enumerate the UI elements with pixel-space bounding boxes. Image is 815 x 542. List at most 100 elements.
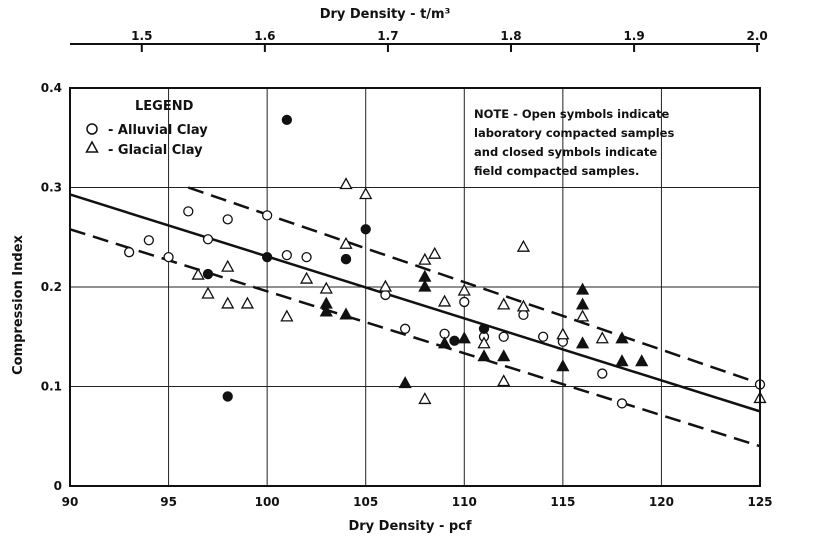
closed-circle-point — [478, 323, 490, 334]
open-triangle-point — [359, 187, 373, 200]
legend-title: LEGEND — [135, 99, 194, 114]
open-triangle-point — [280, 309, 294, 322]
open-triangle-point — [339, 236, 353, 249]
open-triangle-point — [497, 297, 511, 310]
closed-triangle-point — [398, 376, 412, 389]
open-circle-point — [399, 323, 411, 334]
data-points — [123, 114, 767, 409]
legend: LEGEND - Alluvial Clay - Glacial Clay — [85, 99, 208, 158]
open-triangle-point — [418, 392, 432, 405]
open-triangle-point — [516, 239, 531, 252]
closed-circle-point — [340, 253, 352, 265]
open-circle-point — [143, 235, 155, 246]
closed-triangle-point — [418, 279, 432, 292]
closed-triangle-point — [575, 297, 590, 310]
note-line-3: and closed symbols indicate — [474, 145, 657, 159]
open-triangle-point — [191, 267, 205, 280]
note-line-2: laboratory compacted samples — [474, 126, 674, 140]
open-triangle-point — [595, 331, 609, 344]
open-triangle-point — [201, 286, 215, 299]
closed-circle-point — [261, 251, 273, 263]
closed-circle-point — [222, 391, 233, 402]
open-circle-point — [616, 398, 628, 409]
open-circle-point — [380, 289, 391, 301]
open-circle-point — [498, 331, 509, 342]
y-tick-label: 0.1 — [41, 380, 62, 394]
open-circle-point — [518, 309, 529, 321]
open-triangle-point — [240, 296, 255, 309]
note: NOTE - Open symbols indicate laboratory … — [474, 107, 674, 178]
top-tick-label: 1.8 — [500, 29, 521, 43]
x-axis-title: Dry Density - pcf — [348, 519, 471, 534]
open-triangle-point — [556, 327, 570, 340]
open-circle-point — [183, 206, 194, 217]
x-tick-label: 110 — [452, 495, 477, 509]
open-triangle-point — [339, 177, 353, 190]
tick-labels: 90 95 100 105 110 115 120 125 0 0.1 0.2 0.3 0.4 1.5 1.… — [41, 29, 773, 509]
legend-label-alluvial: - Alluvial Clay — [108, 123, 208, 138]
open-circle-point — [537, 331, 549, 342]
open-circle-point — [281, 250, 293, 261]
x-tick-label: 125 — [747, 495, 772, 509]
open-circle-point — [459, 296, 470, 308]
x-tick-label: 105 — [353, 495, 378, 509]
open-triangle-point — [516, 299, 531, 312]
open-triangle-point — [437, 294, 452, 307]
plot-frame — [69, 87, 761, 487]
legend-triangle-icon — [85, 140, 99, 153]
y-tick-label: 0 — [54, 479, 62, 493]
closed-triangle-point — [437, 336, 452, 349]
x-tick-label: 120 — [649, 495, 674, 509]
y-axis-title: Compression Index — [11, 234, 26, 374]
closed-triangle-point — [497, 349, 511, 362]
grid — [70, 43, 760, 486]
top-axis-title: Dry Density - t/m³ — [320, 7, 451, 22]
legend-label-glacial: - Glacial Clay — [108, 143, 203, 158]
x-tick-label: 90 — [62, 495, 79, 509]
top-tick-label: 1.5 — [131, 29, 152, 43]
closed-triangle-point — [477, 349, 491, 362]
dashed-trend-line — [187, 186, 761, 385]
open-circle-point — [202, 234, 214, 245]
closed-triangle-point — [556, 359, 570, 372]
open-triangle-point — [477, 336, 491, 349]
dashed-trend-line — [69, 228, 761, 448]
open-triangle-point — [575, 309, 590, 322]
open-circle-point — [222, 214, 233, 225]
closed-triangle-point — [635, 354, 649, 367]
closed-triangle-point — [575, 336, 590, 349]
trend-lines — [69, 186, 761, 448]
closed-triangle-point — [615, 331, 629, 344]
open-circle-point — [301, 251, 312, 263]
closed-triangle-point — [615, 354, 629, 367]
open-triangle-point — [457, 283, 471, 296]
open-circle-point — [597, 368, 608, 379]
closed-circle-point — [449, 335, 460, 346]
y-tick-label: 0.3 — [41, 181, 62, 195]
solid-trend-line — [69, 193, 761, 413]
open-triangle-point — [319, 281, 333, 294]
open-circle-point — [261, 210, 273, 221]
x-tick-label: 100 — [255, 495, 280, 509]
note-line-4: field compacted samples. — [474, 164, 639, 178]
open-triangle-point — [378, 279, 393, 292]
open-circle-point — [123, 247, 135, 258]
open-triangle-point — [221, 259, 235, 272]
legend-circle-icon — [86, 123, 98, 135]
y-tick-label: 0.4 — [41, 81, 62, 95]
closed-triangle-point — [319, 304, 333, 317]
note-line-1: NOTE - Open symbols indicate — [474, 107, 670, 121]
y-tick-label: 0.2 — [41, 280, 62, 294]
open-circle-point — [163, 251, 174, 263]
open-triangle-point — [497, 374, 511, 387]
closed-circle-point — [281, 114, 293, 125]
x-tick-label: 115 — [550, 495, 575, 509]
open-triangle-point — [428, 246, 442, 259]
x-tick-label: 95 — [160, 495, 177, 509]
open-triangle-point — [221, 296, 235, 309]
closed-triangle-point — [339, 307, 353, 320]
top-tick-label: 2.0 — [747, 29, 768, 43]
open-triangle-point — [418, 252, 432, 265]
